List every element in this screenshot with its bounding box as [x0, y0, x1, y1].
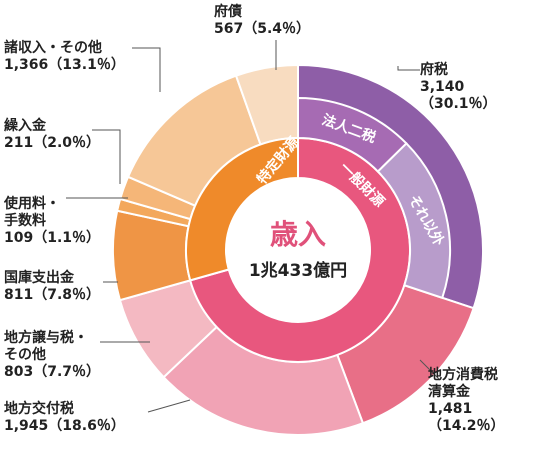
slice-label-line: 3,140	[420, 79, 465, 95]
leader-line-6	[92, 129, 121, 184]
slice-label-line: 手数料	[4, 213, 46, 229]
slice-label-7: 諸収入・その他 1,366（13.1％）	[4, 40, 125, 74]
leader-line-0	[397, 66, 420, 71]
slice-label-line: 府税	[420, 62, 448, 78]
center-total: 1兆433億円	[249, 260, 347, 281]
slice-label-line: （14.2％）	[428, 418, 505, 434]
slice-label-line: 地方消費税	[428, 367, 498, 383]
slice-label-line: 繰入金	[4, 118, 46, 134]
sub-ring	[297, 96, 451, 300]
slice-label-line: 清算金	[428, 384, 470, 400]
slice-label-5: 使用料・ 手数料 109（1.1％）	[4, 196, 100, 247]
slice-label-1: 地方消費税 清算金 1,481 （14.2％）	[428, 367, 505, 435]
slice-label-3: 地方譲与税・ その他 803（7.7％）	[4, 330, 100, 381]
slice-label-line: 567（5.4％）	[214, 21, 311, 37]
leader-lines	[66, 40, 441, 413]
slice-label-line: 使用料・	[4, 196, 60, 212]
slice-label-line: 811（7.8％）	[4, 287, 101, 303]
slice-label-line: 1,945（18.6％）	[4, 418, 125, 434]
slice-label-line: 地方交付税	[4, 401, 74, 417]
leader-line-1	[419, 359, 441, 381]
slice-label-line: 1,366（13.1％）	[4, 57, 125, 73]
leader-line-7	[132, 47, 161, 92]
slice-label-6: 繰入金 211（2.0％）	[4, 118, 100, 152]
slice-label-line: （30.1％）	[420, 96, 497, 112]
slice-label-line: 国庫支出金	[4, 270, 74, 286]
slice-label-8: 府債 567（5.4％）	[214, 4, 310, 38]
slice-label-line: 109（1.1％）	[4, 230, 101, 246]
center-title: 歳入	[270, 218, 326, 251]
slice-label-line: 地方譲与税・	[4, 330, 88, 346]
slice-label-line: 府債	[214, 4, 242, 20]
slice-label-2: 地方交付税 1,945（18.6％）	[4, 401, 125, 435]
leader-line-2	[147, 399, 191, 413]
slice-label-line: その他	[4, 347, 46, 363]
sub-ring-slice-1	[376, 142, 451, 300]
center-hole	[226, 178, 370, 322]
slice-label-line: 諸収入・その他	[4, 40, 102, 56]
slice-label-4: 国庫支出金 811（7.8％）	[4, 270, 100, 304]
slice-label-line: 803（7.7％）	[4, 364, 101, 380]
slice-label-line: 1,481	[428, 401, 473, 417]
slice-label-line: 211（2.0％）	[4, 135, 101, 151]
slice-label-0: 府税 3,140 （30.1％）	[420, 62, 497, 113]
